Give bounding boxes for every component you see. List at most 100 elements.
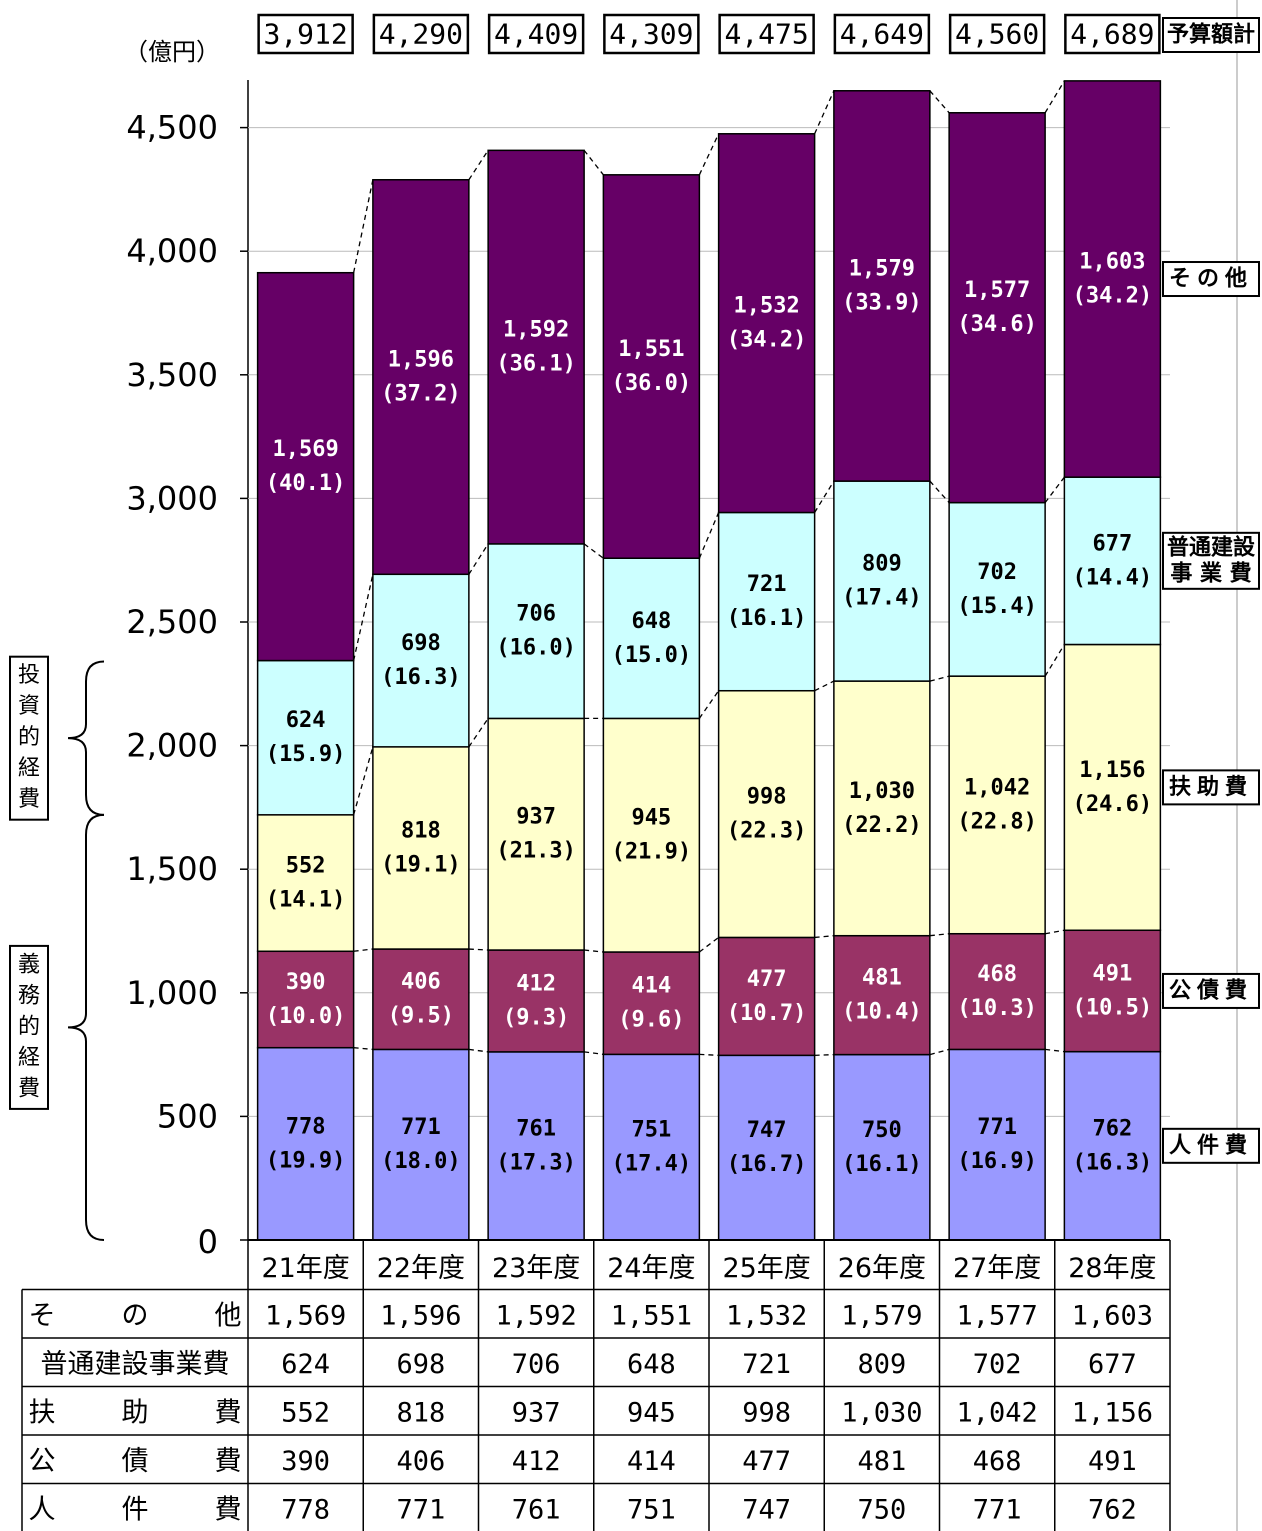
table-cell: 552 xyxy=(281,1397,330,1428)
table-cell: 998 xyxy=(742,1397,791,1428)
percent-label: (14.1) xyxy=(266,888,345,913)
bar-segment xyxy=(1063,1050,1162,1241)
connector-line xyxy=(468,543,489,575)
connector-line xyxy=(1045,1048,1065,1053)
percent-label: (16.1) xyxy=(727,606,806,631)
bar-segment xyxy=(487,149,585,545)
percent-label: (10.4) xyxy=(842,1000,921,1025)
legend-box xyxy=(1162,531,1260,590)
table-cell: 945 xyxy=(627,1397,676,1428)
table-cell: 468 xyxy=(973,1446,1022,1477)
bar-segment xyxy=(256,659,355,816)
table-row-label: 他 xyxy=(215,1300,242,1331)
connector-line xyxy=(584,949,604,953)
table-cell: 706 xyxy=(512,1349,561,1380)
percent-label: (34.2) xyxy=(727,328,806,353)
connector-line xyxy=(929,933,950,937)
table-cell: 771 xyxy=(973,1494,1022,1525)
data-label: 751 xyxy=(632,1118,672,1143)
table-cell: 1,577 xyxy=(956,1300,1037,1331)
category-label: 26年度 xyxy=(838,1253,926,1284)
data-label: 468 xyxy=(977,962,1017,987)
table-cell: 412 xyxy=(512,1446,561,1477)
table-cell: 481 xyxy=(857,1446,906,1477)
data-label: 698 xyxy=(401,631,441,656)
data-label: 809 xyxy=(862,552,902,577)
table-cell: 761 xyxy=(512,1494,561,1525)
table-cell: 698 xyxy=(396,1349,445,1380)
legend-label: 扶助費 xyxy=(1169,775,1253,800)
percent-label: (22.2) xyxy=(842,813,921,838)
percent-label: (37.2) xyxy=(381,382,460,407)
data-label: 1,603 xyxy=(1079,250,1145,275)
total-label: 3,912 xyxy=(263,18,347,51)
connector-line xyxy=(698,133,720,176)
data-label: 998 xyxy=(747,785,787,810)
total-label: 4,475 xyxy=(724,18,808,51)
percent-label: (34.6) xyxy=(957,312,1036,337)
table-cell: 1,579 xyxy=(841,1300,922,1331)
bar-segment xyxy=(602,951,701,1056)
bar-segment xyxy=(1063,929,1162,1053)
data-label: 491 xyxy=(1093,961,1133,986)
bar-segment xyxy=(372,1048,470,1241)
data-label: 762 xyxy=(1093,1116,1133,1141)
total-box xyxy=(257,13,354,55)
data-label: 1,569 xyxy=(273,437,339,462)
bar-segment xyxy=(602,717,701,953)
data-label: 477 xyxy=(747,967,787,992)
bar-segment xyxy=(948,1048,1046,1241)
table-row-label: 債 xyxy=(122,1446,149,1477)
data-label: 818 xyxy=(401,818,441,843)
data-label: 945 xyxy=(632,806,672,831)
bar-segment xyxy=(256,950,355,1049)
percent-label: (9.5) xyxy=(388,1004,454,1029)
connector-line xyxy=(1045,929,1065,935)
table-row-label: 人 xyxy=(29,1494,56,1525)
connector-line xyxy=(1044,80,1065,114)
data-label: 1,156 xyxy=(1079,758,1145,783)
bar-segment xyxy=(372,948,470,1051)
percent-label: (16.1) xyxy=(842,1152,921,1177)
data-label: 414 xyxy=(632,974,672,999)
table-row-label: 費 xyxy=(215,1494,242,1525)
table-cell: 702 xyxy=(973,1349,1022,1380)
table-cell: 1,551 xyxy=(611,1300,692,1331)
percent-label: (21.9) xyxy=(612,840,691,865)
bracket-label-char: 費 xyxy=(18,787,40,812)
category-label: 23年度 xyxy=(492,1253,580,1284)
connector-line xyxy=(468,948,489,951)
bracket-label-char: 的 xyxy=(18,725,40,750)
percent-label: (16.3) xyxy=(1073,1150,1152,1175)
unit-label: （億円） xyxy=(124,38,220,66)
data-label: 390 xyxy=(286,970,326,995)
legend-label: 人件費 xyxy=(1169,1133,1253,1158)
y-tick-label: 1,500 xyxy=(126,850,218,888)
percent-label: (17.4) xyxy=(612,1152,691,1177)
percent-label: (15.9) xyxy=(266,742,345,767)
total-box xyxy=(948,13,1046,55)
table-cell: 1,569 xyxy=(265,1300,346,1331)
connector-line xyxy=(929,480,950,504)
connector-line xyxy=(584,1051,604,1055)
percent-label: (16.3) xyxy=(381,665,460,690)
y-tick-label: 2,500 xyxy=(126,603,218,641)
table-cell: 677 xyxy=(1088,1349,1137,1380)
bracket-label-box xyxy=(9,944,49,1110)
connector-line xyxy=(353,1047,373,1051)
table-cell: 624 xyxy=(281,1349,330,1380)
percent-label: (34.2) xyxy=(1073,284,1152,309)
bar-segment xyxy=(833,90,931,482)
bracket-label-char: 的 xyxy=(18,1014,40,1039)
data-label: 1,042 xyxy=(964,775,1030,800)
percent-label: (19.9) xyxy=(266,1148,345,1173)
bar-segment xyxy=(1063,643,1162,932)
data-label: 552 xyxy=(286,854,326,879)
table-row-label: 費 xyxy=(215,1397,242,1428)
table-cell: 390 xyxy=(281,1446,330,1477)
bar-segment xyxy=(948,112,1046,504)
table-cell: 771 xyxy=(396,1494,445,1525)
bar-segment xyxy=(717,689,816,939)
bracket-label-char: 投 xyxy=(18,663,40,688)
percent-label: (10.3) xyxy=(957,996,1036,1021)
